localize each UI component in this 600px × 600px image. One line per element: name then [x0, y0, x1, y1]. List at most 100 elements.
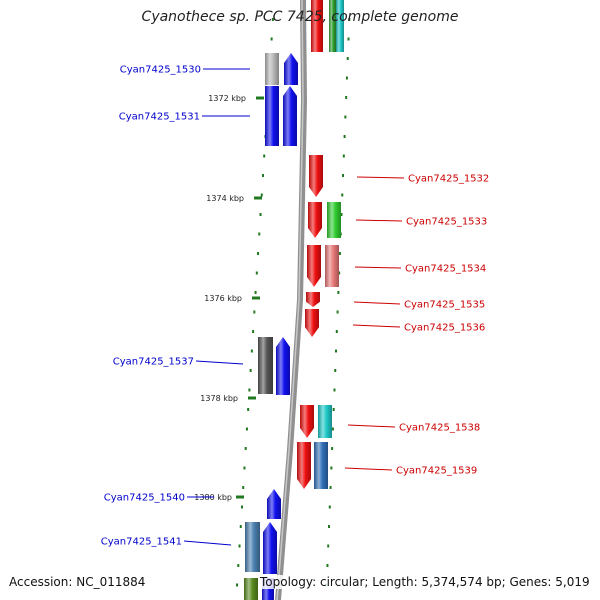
gene-label-cyan7425-1539[interactable]: Cyan7425_1539	[396, 466, 477, 477]
gene-leader-line	[195, 360, 244, 365]
genome-backbone-highlight	[276, 0, 304, 600]
gene-arrow-cyan7425-1540[interactable]	[267, 489, 281, 519]
gene-label-cyan7425-1532[interactable]: Cyan7425_1532	[408, 174, 489, 185]
gene-leader-line	[344, 467, 393, 471]
gene-arrow-cyan7425-1537[interactable]	[276, 337, 290, 395]
neighbor-gene-block[interactable]	[265, 86, 279, 146]
scale-tick	[261, 174, 264, 177]
gene-label-cyan7425-1531[interactable]: Cyan7425_1531	[119, 112, 200, 123]
scale-tick	[345, 96, 348, 99]
scale-tick	[341, 193, 344, 197]
neighbor-gene-block[interactable]	[327, 202, 341, 238]
scale-tick	[258, 232, 261, 236]
scale-tick	[326, 564, 329, 567]
gene-block-partial	[244, 578, 258, 600]
kbp-tick	[252, 296, 260, 300]
gene-leader-line	[183, 540, 232, 546]
gene-arrow-cyan7425-1535[interactable]	[306, 292, 320, 307]
gene-label-layer: Cyan7425_1530 Cyan7425_1531 Cyan7425_1532 C…	[101, 65, 490, 548]
gene-leader-line	[354, 266, 402, 269]
scale-tick	[248, 388, 251, 392]
scale-tick	[236, 583, 239, 587]
scale-tick	[335, 349, 338, 353]
scale-tick	[337, 291, 340, 294]
scale-tick	[345, 76, 348, 80]
scale-tick	[245, 427, 248, 431]
kbp-tick	[254, 196, 262, 200]
gene-label-cyan7425-1536[interactable]: Cyan7425_1536	[404, 323, 485, 334]
gene-arrow-cyan7425-1530[interactable]	[284, 53, 298, 85]
neighbor-gene-block[interactable]	[258, 337, 273, 394]
kbp-label: 1376 kbp	[204, 294, 242, 303]
kbp-tick	[248, 396, 256, 400]
scale-tick	[244, 447, 247, 450]
gene-arrow-cyan7425-1532[interactable]	[309, 155, 323, 197]
gene-arrow-cyan7425-1538[interactable]	[300, 405, 314, 438]
scale-tick	[252, 330, 255, 333]
scale-tick	[238, 544, 241, 548]
gene-arrow-cyan7425-1534[interactable]	[307, 245, 321, 287]
scale-tick	[328, 505, 331, 509]
scale-tick	[271, 18, 274, 21]
gene-label-cyan7425-1534[interactable]: Cyan7425_1534	[405, 264, 486, 275]
tick-layer	[236, 18, 351, 587]
scale-tick	[338, 271, 341, 275]
gene-label-cyan7425-1537[interactable]: Cyan7425_1537	[113, 357, 194, 368]
gene-arrow-cyan7425-1539[interactable]	[297, 442, 311, 489]
topology-text: Topology: circular; Length: 5,374,574 bp…	[260, 575, 594, 589]
scale-tick	[343, 135, 346, 138]
gene-arrow-cyan7425-1536[interactable]	[305, 309, 319, 337]
gene-label-cyan7425-1540[interactable]: Cyan7425_1540	[104, 493, 185, 504]
scale-tick	[335, 330, 338, 333]
gene-label-cyan7425-1530[interactable]: Cyan7425_1530	[120, 65, 201, 76]
scale-tick	[332, 408, 335, 411]
scale-tick	[254, 291, 257, 294]
scale-tick	[257, 252, 260, 255]
scale-tick	[253, 310, 256, 314]
scale-tick	[329, 486, 332, 489]
genome-title: Cyanothece sp. PCC 7425, complete genome	[141, 9, 459, 25]
scale-tick	[348, 18, 351, 21]
gene-layer	[244, 0, 344, 600]
gene-arrow-cyan7425-1531[interactable]	[283, 86, 297, 146]
gene-label-cyan7425-1533[interactable]: Cyan7425_1533	[406, 217, 487, 228]
scale-tick	[243, 466, 246, 470]
scale-tick	[346, 57, 349, 60]
scale-tick	[331, 427, 334, 431]
neighbor-gene-block[interactable]	[325, 245, 339, 287]
gene-arrow-partial	[311, 0, 323, 52]
scale-tick	[328, 525, 330, 528]
gene-label-cyan7425-1538[interactable]: Cyan7425_1538	[399, 423, 480, 434]
scale-tick	[263, 154, 266, 158]
kbp-label: 1378 kbp	[200, 394, 238, 403]
scale-tick	[336, 310, 339, 314]
neighbor-gene-block[interactable]	[265, 53, 279, 85]
gene-label-cyan7425-1541[interactable]: Cyan7425_1541	[101, 537, 182, 548]
scale-tick	[331, 447, 334, 450]
gene-arrow-cyan7425-1541[interactable]	[263, 522, 277, 574]
scale-tick	[333, 388, 336, 392]
scale-tick	[239, 525, 242, 528]
kbp-tick	[236, 495, 244, 499]
genome-backbone	[275, 0, 308, 600]
gene-arrow-cyan7425-1533[interactable]	[308, 202, 322, 238]
scale-tick	[347, 37, 350, 41]
gene-leader-line	[347, 424, 396, 428]
neighbor-gene-block[interactable]	[314, 442, 328, 489]
scale-tick	[338, 252, 341, 255]
neighbor-gene-block[interactable]	[318, 405, 332, 438]
neighbor-gene-block[interactable]	[245, 522, 260, 572]
scale-tick	[342, 174, 345, 177]
gene-label-cyan7425-1535[interactable]: Cyan7425_1535	[404, 300, 485, 311]
gene-leader-line	[356, 176, 405, 179]
scale-tick	[237, 564, 240, 567]
scale-tick	[247, 408, 250, 411]
kbp-tick	[256, 96, 264, 100]
scale-tick	[250, 349, 253, 353]
scale-tick	[260, 193, 263, 197]
scale-tick	[249, 369, 252, 372]
gene-leader-line	[352, 324, 401, 328]
scale-tick	[255, 271, 258, 275]
